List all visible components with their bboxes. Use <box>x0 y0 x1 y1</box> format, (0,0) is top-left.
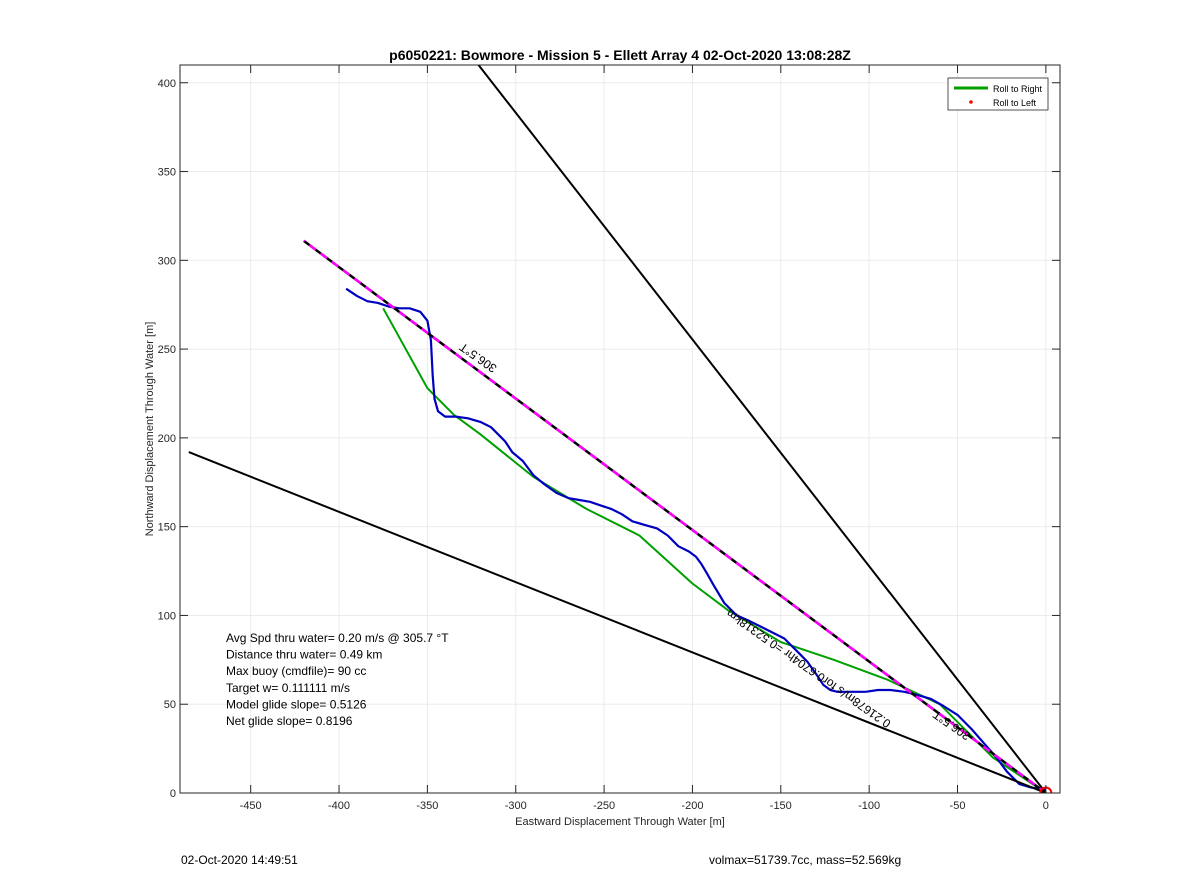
stats-line-2: Max buoy (cmdfile)= 90 cc <box>226 664 366 678</box>
axes-box <box>179 64 1061 794</box>
x-tick-label: -150 <box>770 800 792 812</box>
y-tick-label: 400 <box>158 78 176 90</box>
heading-line-magenta-dash <box>302 239 1047 793</box>
x-tick-label: -300 <box>505 800 527 812</box>
stats-line-5: Net glide slope= 0.8196 <box>226 714 353 728</box>
series-line-1 <box>345 287 1047 791</box>
y-axis-label: Northward Displacement Through Water [m] <box>144 322 156 537</box>
stats-line-1: Distance thru water= 0.49 km <box>226 648 382 662</box>
stats-line-4: Model glide slope= 0.5126 <box>226 697 367 711</box>
y-tick-label: 200 <box>158 433 176 445</box>
y-tick-label: 0 <box>170 788 176 800</box>
x-tick-label: -450 <box>240 800 262 812</box>
y-tick-label: 350 <box>158 167 176 179</box>
stats-line-0: Avg Spd thru water= 0.20 m/s @ 305.7 °T <box>226 631 449 645</box>
y-tick-label: 150 <box>158 522 176 534</box>
x-axis-label: Eastward Displacement Through Water [m] <box>515 816 725 828</box>
y-tick-label: 50 <box>164 699 176 711</box>
x-tick-label: -400 <box>328 800 350 812</box>
y-tick-label: 300 <box>158 255 176 267</box>
series-line-3 <box>188 451 1047 793</box>
x-tick-label: -250 <box>593 800 615 812</box>
print-timestamp: 02-Oct-2020 14:49:51 <box>181 853 298 867</box>
x-tick-label: -200 <box>681 800 703 812</box>
plot-area <box>180 65 1060 793</box>
y-tick-label: 250 <box>158 344 176 356</box>
vehicle-parameters: volmax=51739.7cc, mass=52.569kg <box>709 853 902 867</box>
series-line-4 <box>477 65 1047 793</box>
legend-label-0: Roll to Right <box>993 84 1043 94</box>
x-tick-label: -350 <box>416 800 438 812</box>
legend-box <box>947 77 1049 111</box>
legend-dot-swatch <box>969 100 973 104</box>
stats-line-3: Target w= 0.111111 m/s <box>226 681 350 695</box>
x-tick-label: -50 <box>950 800 966 812</box>
legend-label-1: Roll to Left <box>993 98 1037 108</box>
legend: Roll to Right Roll to Left <box>947 77 1049 111</box>
y-tick-label: 100 <box>158 610 176 622</box>
x-tick-label: -100 <box>858 800 880 812</box>
chart-title: p6050221: Bowmore - Mission 5 - Ellett A… <box>389 47 851 63</box>
x-tick-label: 0 <box>1043 800 1049 812</box>
